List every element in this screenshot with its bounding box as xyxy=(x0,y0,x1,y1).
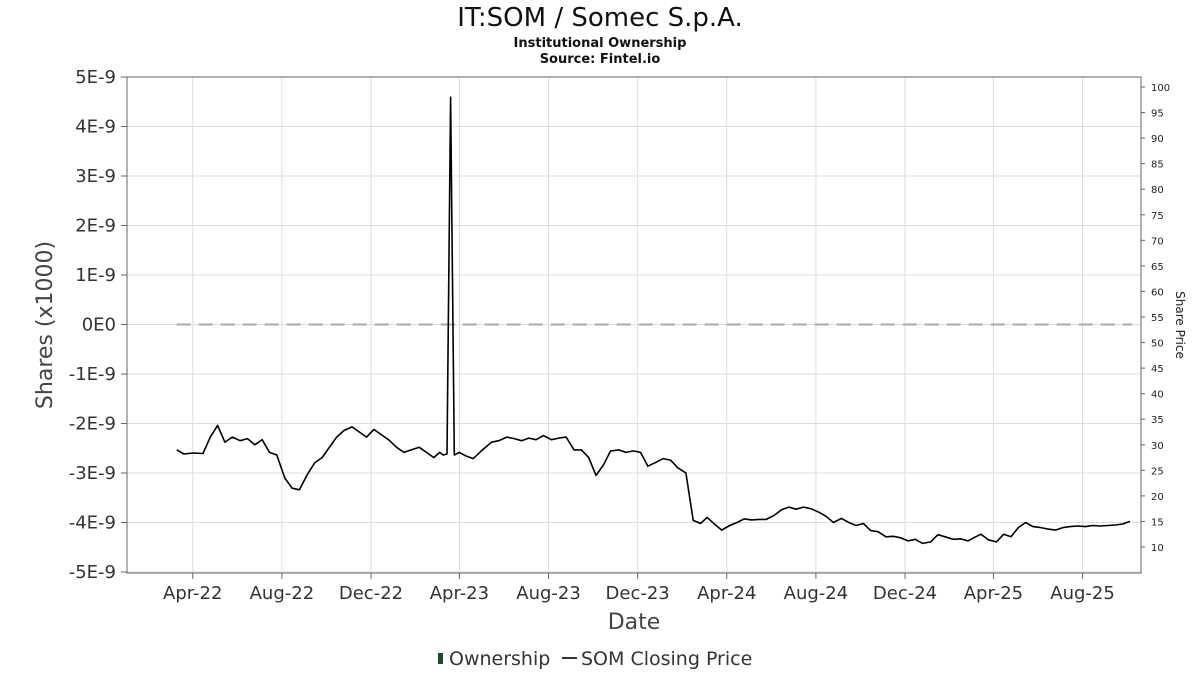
y2-tick-label: 70 xyxy=(1151,236,1164,247)
y2-tick-label: 75 xyxy=(1151,211,1164,222)
x-tick-label: Aug-23 xyxy=(516,583,581,604)
chart-source: Source: Fintel.io xyxy=(540,52,661,67)
x-tick-label: Aug-25 xyxy=(1050,583,1115,604)
y2-tick-label: 100 xyxy=(1151,83,1170,94)
y-tick-label: -2E-9 xyxy=(69,414,116,435)
grid-lines xyxy=(127,76,1141,573)
y2-tick-label: 90 xyxy=(1151,134,1164,145)
x-tick-label: Aug-24 xyxy=(784,583,849,604)
legend-ownership-swatch xyxy=(438,653,443,664)
y2-tick-label: 15 xyxy=(1151,517,1164,528)
y2-tick-label: 40 xyxy=(1151,390,1164,401)
y-tick-label: 0E0 xyxy=(82,315,116,336)
y-tick-label: -4E-9 xyxy=(69,513,116,534)
x-tick-label: Apr-25 xyxy=(964,583,1023,604)
chart-subtitle: Institutional Ownership xyxy=(514,36,687,51)
y2-tick-label: 10 xyxy=(1151,543,1164,554)
x-axis-label: Date xyxy=(608,610,661,635)
legend-price-label: SOM Closing Price xyxy=(581,648,752,670)
price-line xyxy=(176,96,1131,545)
y2-tick-label: 50 xyxy=(1151,339,1164,350)
x-tick-label: Dec-23 xyxy=(606,583,670,604)
x-tick-label: Dec-24 xyxy=(873,583,937,604)
y-tick-label: -1E-9 xyxy=(69,364,116,385)
x-tick-label: Apr-23 xyxy=(430,583,489,604)
y2-tick-label: 20 xyxy=(1151,492,1164,503)
x-tick-label: Apr-24 xyxy=(697,583,756,604)
x-tick-label: Dec-22 xyxy=(339,583,403,604)
y2-tick-label: 80 xyxy=(1151,185,1164,196)
y-tick-label: 5E-9 xyxy=(75,67,116,88)
legend: Ownership SOM Closing Price xyxy=(438,648,752,670)
axis-ticks: Apr-22 Aug-22 Dec-22 Apr-23 Aug-23 Dec-23 Apr-… xyxy=(69,67,1170,604)
y2-tick-label: 30 xyxy=(1151,441,1164,452)
y-tick-label: 3E-9 xyxy=(75,166,116,187)
y-axis-label: Shares (x1000) xyxy=(33,241,58,409)
y2-tick-label: 45 xyxy=(1151,364,1164,375)
y2-axis-label: Share Price xyxy=(1173,291,1187,359)
x-tick-label: Apr-22 xyxy=(163,583,222,604)
y2-tick-label: 55 xyxy=(1151,313,1164,324)
y2-tick-label: 25 xyxy=(1151,466,1164,477)
y-tick-label: 4E-9 xyxy=(75,117,116,138)
y-tick-label: 1E-9 xyxy=(75,265,116,286)
y2-tick-label: 85 xyxy=(1151,160,1164,171)
y-tick-label: -3E-9 xyxy=(69,463,116,484)
y-tick-label: -5E-9 xyxy=(69,562,116,583)
series-layer xyxy=(176,96,1133,545)
chart-title: IT:SOM / Somec S.p.A. xyxy=(457,3,743,33)
x-tick-label: Aug-22 xyxy=(250,583,315,604)
y2-tick-label: 60 xyxy=(1151,287,1164,298)
y2-tick-label: 65 xyxy=(1151,262,1164,273)
y-tick-label: 2E-9 xyxy=(75,216,116,237)
y2-tick-label: 95 xyxy=(1151,109,1164,120)
y2-tick-label: 35 xyxy=(1151,415,1164,426)
legend-ownership-label: Ownership xyxy=(449,648,550,670)
